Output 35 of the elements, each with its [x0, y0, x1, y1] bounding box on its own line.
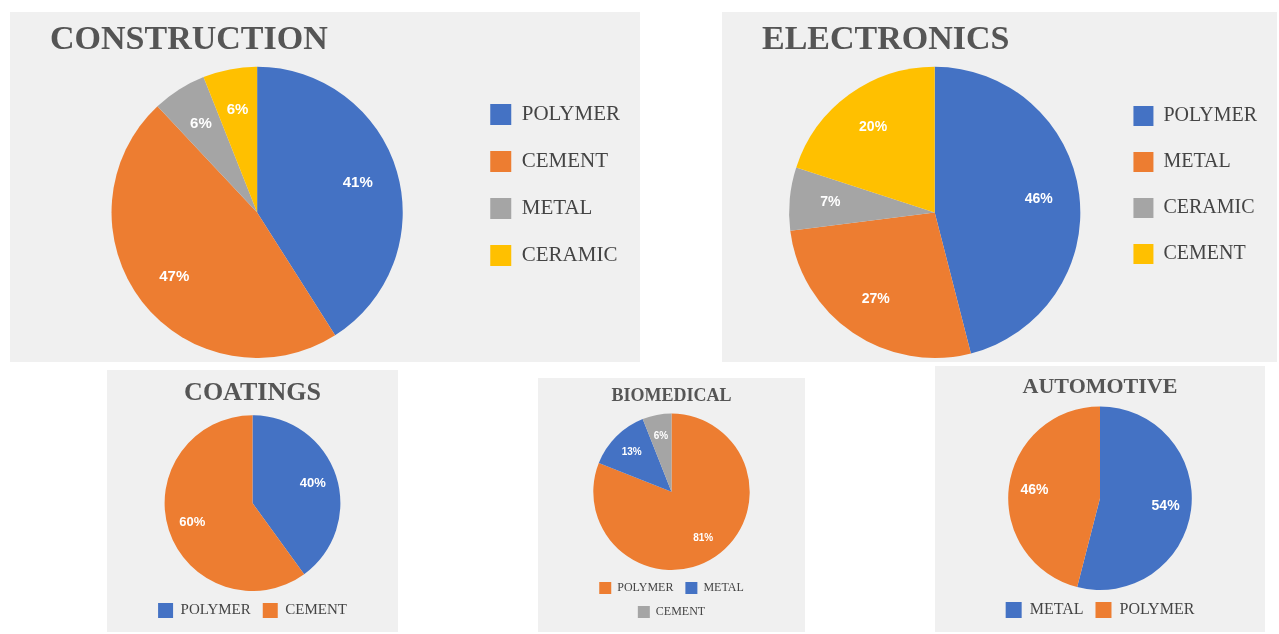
data-label: 6% — [653, 430, 669, 442]
data-label: 7% — [820, 193, 842, 210]
data-label: 13% — [621, 445, 642, 457]
legend-label: CEMENT — [655, 604, 706, 619]
chart-title: BIOMEDICAL — [611, 385, 732, 406]
legend-label: POLYMER — [180, 601, 251, 618]
data-label: 81% — [693, 532, 714, 544]
data-label: 47% — [159, 266, 190, 284]
data-label: 20% — [859, 118, 888, 135]
data-label: 46% — [1020, 480, 1049, 497]
legend-label: POLYMER — [1119, 600, 1195, 618]
legend-label: POLYMER — [1163, 103, 1258, 126]
legend-label: CEMENT — [285, 601, 347, 618]
data-label: 54% — [1151, 497, 1181, 514]
legend-label: METAL — [703, 580, 744, 595]
data-label: 6% — [226, 99, 249, 117]
legend-label: CERAMIC — [521, 242, 618, 267]
chart-title: ELECTRONICS — [762, 19, 1010, 57]
chart-title: AUTOMOTIVE — [1022, 372, 1178, 398]
data-label: 40% — [299, 475, 327, 491]
data-label: 6% — [190, 114, 212, 132]
data-label: 60% — [179, 514, 206, 530]
legend-label: METAL — [1029, 600, 1084, 618]
chart-title: COATINGS — [184, 377, 321, 407]
legend-label: CEMENT — [521, 148, 609, 173]
legend-label: POLYMER — [521, 101, 621, 126]
legend-label: CEMENT — [1163, 241, 1246, 264]
legend-label: POLYMER — [617, 580, 674, 595]
legend-label: CERAMIC — [1163, 195, 1255, 218]
data-label: 41% — [342, 173, 373, 191]
data-label: 27% — [861, 289, 891, 306]
data-label: 46% — [1024, 190, 1054, 207]
chart-title: CONSTRUCTION — [50, 19, 329, 57]
legend-label: METAL — [521, 195, 593, 220]
legend-label: METAL — [1163, 149, 1231, 172]
